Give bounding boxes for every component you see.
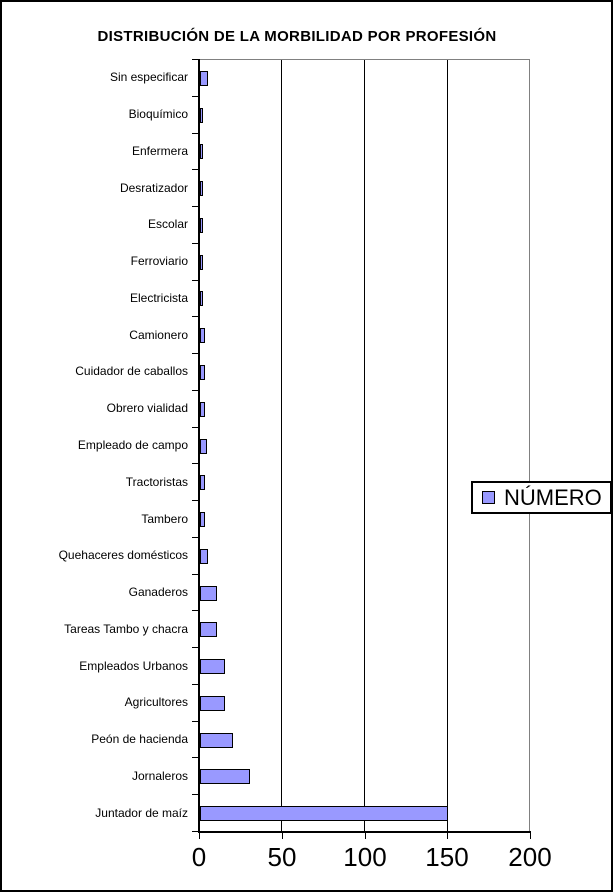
category-label: Jornaleros [131,769,188,783]
bar-agricultores [200,696,225,711]
bar-electricista [200,291,203,306]
gridline-150 [446,60,448,832]
y-axis-tick [192,757,199,758]
category-label: Juntador de maíz [95,806,188,820]
legend-marker-swatch [482,491,495,504]
legend-box: NÚMERO [471,481,611,514]
x-axis-tick [365,831,366,839]
category-label: Tareas Tambo y chacra [64,622,188,636]
bar-juntador-de-ma-z [200,806,448,821]
bar-quehaceres-dom-sticos [200,549,208,564]
y-axis-tick [192,59,199,60]
x-axis-tick-label: 200 [508,842,552,872]
category-label: Obrero vialidad [106,401,188,415]
gridline-50 [281,60,283,832]
y-axis-tick [192,647,199,648]
category-label: Cuidador de caballos [75,364,188,378]
y-axis-tick [192,610,199,611]
bar-desratizador [200,181,203,196]
bar-cuidador-de-caballos [200,365,205,380]
category-label: Ferroviario [130,254,188,268]
legend-series-label: NÚMERO [504,484,602,510]
x-axis-line [198,831,531,833]
x-axis-tick [530,831,531,839]
category-label: Escolar [147,217,188,231]
bar-tareas-tambo-y-chacra [200,622,217,637]
y-axis-tick [192,500,199,501]
category-label: Enfermera [131,144,188,158]
y-axis-tick [192,280,199,281]
y-axis-tick [192,96,199,97]
bar-jornaleros [200,769,250,784]
category-label: Agricultores [124,695,188,709]
y-axis-tick [192,243,199,244]
category-label: Camionero [129,328,188,342]
bar-sin-especificar [200,71,208,86]
bar-ganaderos [200,586,217,601]
bar-enfermera [200,144,203,159]
x-axis-tick [199,831,200,839]
category-label: Peón de hacienda [91,732,188,746]
y-axis-tick [192,316,199,317]
category-label: Desratizador [119,181,188,195]
y-axis-tick [192,206,199,207]
x-axis-tick-label: 150 [425,842,469,872]
y-axis-tick [192,794,199,795]
bar-ferroviario [200,255,203,270]
plot-area [199,59,530,832]
x-axis-tick-label: 50 [267,842,297,872]
bar-obrero-vialidad [200,402,205,417]
bar-tractoristas [200,475,205,490]
y-axis-tick [192,463,199,464]
y-axis-line [198,59,200,832]
gridline-100 [364,60,365,832]
x-axis-tick [282,831,283,839]
y-axis-tick [192,574,199,575]
bar-empleados-urbanos [200,659,225,674]
chart-title: DISTRIBUCIÓN DE LA MORBILIDAD POR PROFES… [97,28,497,45]
category-label: Tambero [141,512,188,526]
y-axis-tick [192,390,199,391]
y-axis-tick [192,169,199,170]
category-label: Quehaceres domésticos [58,548,188,562]
y-axis-tick [192,537,199,538]
y-axis-tick [192,721,199,722]
category-label: Bioquímico [128,107,188,121]
bar-empleado-de-campo [200,439,207,454]
x-axis-tick [447,831,448,839]
y-axis-tick [192,427,199,428]
category-label: Electricista [129,291,188,305]
bar-tambero [200,512,205,527]
y-axis-tick [192,831,199,832]
category-label: Tractoristas [125,475,188,489]
y-axis-tick [192,353,199,354]
x-axis-tick-label: 100 [343,842,387,872]
y-axis-tick [192,133,199,134]
bar-escolar [200,218,203,233]
category-label: Sin especificar [109,70,188,84]
bar-camionero [200,328,205,343]
bar-pe-n-de-hacienda [200,733,233,748]
category-label: Empleado de campo [77,438,188,452]
bar-bioqu-mico [200,108,203,123]
y-axis-tick [192,684,199,685]
category-label: Ganaderos [128,585,188,599]
x-axis-tick-label: 0 [191,842,207,872]
category-label: Empleados Urbanos [79,659,188,673]
